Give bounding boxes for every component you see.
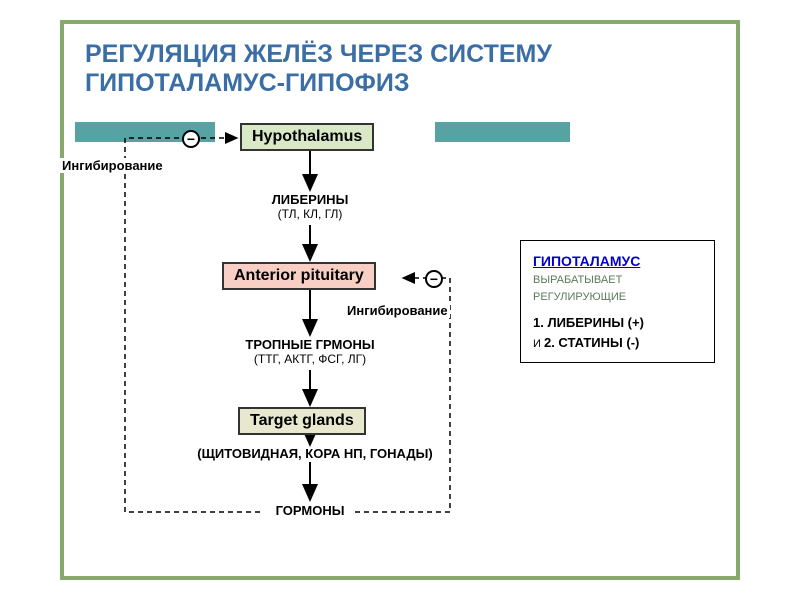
flowchart: Hypothalamus Anterior pituitary Target gla… [130, 120, 500, 570]
slide-title: РЕГУЛЯЦИЯ ЖЕЛЁЗ ЧЕРЕЗ СИСТЕМУ ГИПОТАЛАМУ… [85, 40, 715, 98]
inhibition-label-inhib1: Ингибирование [60, 158, 165, 173]
info-heading: ГИПОТАЛАМУС [533, 251, 702, 272]
info-item2: И 2. СТАТИНЫ (-) [533, 333, 702, 353]
minus-icon: − [182, 130, 200, 148]
label-hormones: ГОРМОНЫ [190, 504, 430, 519]
info-sub1: ВЫРАБАТЫВАЕТ [533, 272, 702, 289]
minus-icon: − [425, 270, 443, 288]
label-glands-list: (ЩИТОВИДНАЯ, КОРА НП, ГОНАДЫ) [175, 447, 455, 462]
info-sub2: РЕГУЛИРУЮЩИЕ [533, 289, 702, 306]
info-item1: 1. ЛИБЕРИНЫ (+) [533, 313, 702, 333]
label-liberins: ЛИБЕРИНЫ(ТЛ, КЛ, ГЛ) [190, 193, 430, 222]
label-tropic: ТРОПНЫЕ ГРМОНЫ(ТТГ, АКТГ, ФСГ, ЛГ) [190, 338, 430, 367]
info-box: ГИПОТАЛАМУС ВЫРАБАТЫВАЕТ РЕГУЛИРУЮЩИЕ 1.… [520, 240, 715, 363]
inhibition-label-inhib2: Ингибирование [345, 303, 450, 318]
node-hypothalamus: Hypothalamus [240, 123, 374, 151]
node-target-glands: Target glands [238, 407, 366, 435]
node-anterior-pituitary: Anterior pituitary [222, 262, 376, 290]
